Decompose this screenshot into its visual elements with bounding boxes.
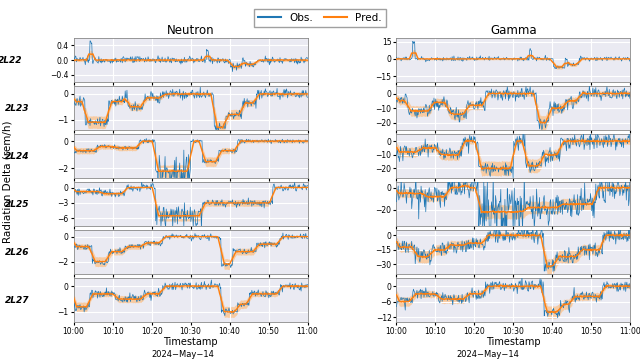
Title: Neutron: Neutron (167, 24, 214, 37)
Y-axis label: 2L26: 2L26 (5, 248, 30, 257)
Text: 2024−May−14: 2024−May−14 (456, 351, 519, 359)
Legend: Obs., Pred.: Obs., Pred. (254, 9, 386, 27)
Y-axis label: 2L23: 2L23 (5, 104, 30, 112)
Y-axis label: 2L24: 2L24 (5, 152, 30, 161)
X-axis label: Timestamp: Timestamp (486, 337, 541, 347)
Y-axis label: 2L27: 2L27 (5, 296, 30, 305)
Text: 2024−May−14: 2024−May−14 (151, 351, 214, 359)
Y-axis label: 2L22: 2L22 (0, 56, 22, 64)
Y-axis label: 2L25: 2L25 (5, 200, 29, 209)
Title: Gamma: Gamma (490, 24, 537, 37)
Text: Radiation Delta (rem/h): Radiation Delta (rem/h) (3, 121, 13, 243)
X-axis label: Timestamp: Timestamp (163, 337, 218, 347)
